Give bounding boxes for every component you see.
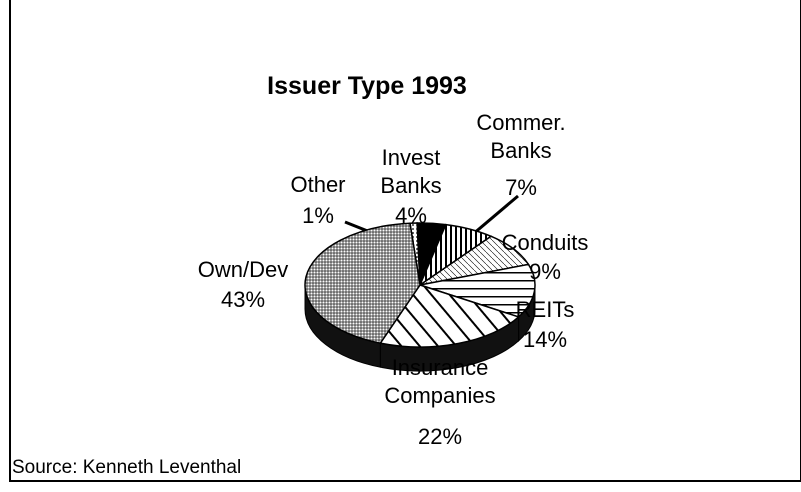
slice-label: Conduits: [501, 230, 589, 255]
pie-slice: [304, 222, 421, 345]
pie: [304, 222, 536, 372]
slice-label: Other: [290, 172, 346, 197]
slice-value-label: 4%: [395, 203, 427, 228]
slice-label: Commer. Banks: [476, 110, 566, 163]
slice-value-label: 14%: [522, 327, 568, 352]
slice-value-label: 1%: [302, 203, 334, 228]
chart-title: Issuer Type 1993: [267, 72, 467, 100]
slice-value-label: 22%: [417, 424, 463, 449]
pie-slice: [379, 284, 521, 348]
slice-label: Insurance Companies: [384, 355, 496, 408]
source-note: Source: Kenneth Leventhal: [12, 457, 242, 478]
slice-value-label: 7%: [505, 175, 537, 200]
slice-value-label: 9%: [529, 259, 561, 284]
slice-label: REITs: [515, 297, 575, 322]
pie-slice: [419, 263, 536, 318]
slice-value-label: 43%: [220, 287, 266, 312]
slice-label: Invest Banks: [380, 145, 442, 198]
slice-label: Own/Dev: [197, 257, 289, 282]
